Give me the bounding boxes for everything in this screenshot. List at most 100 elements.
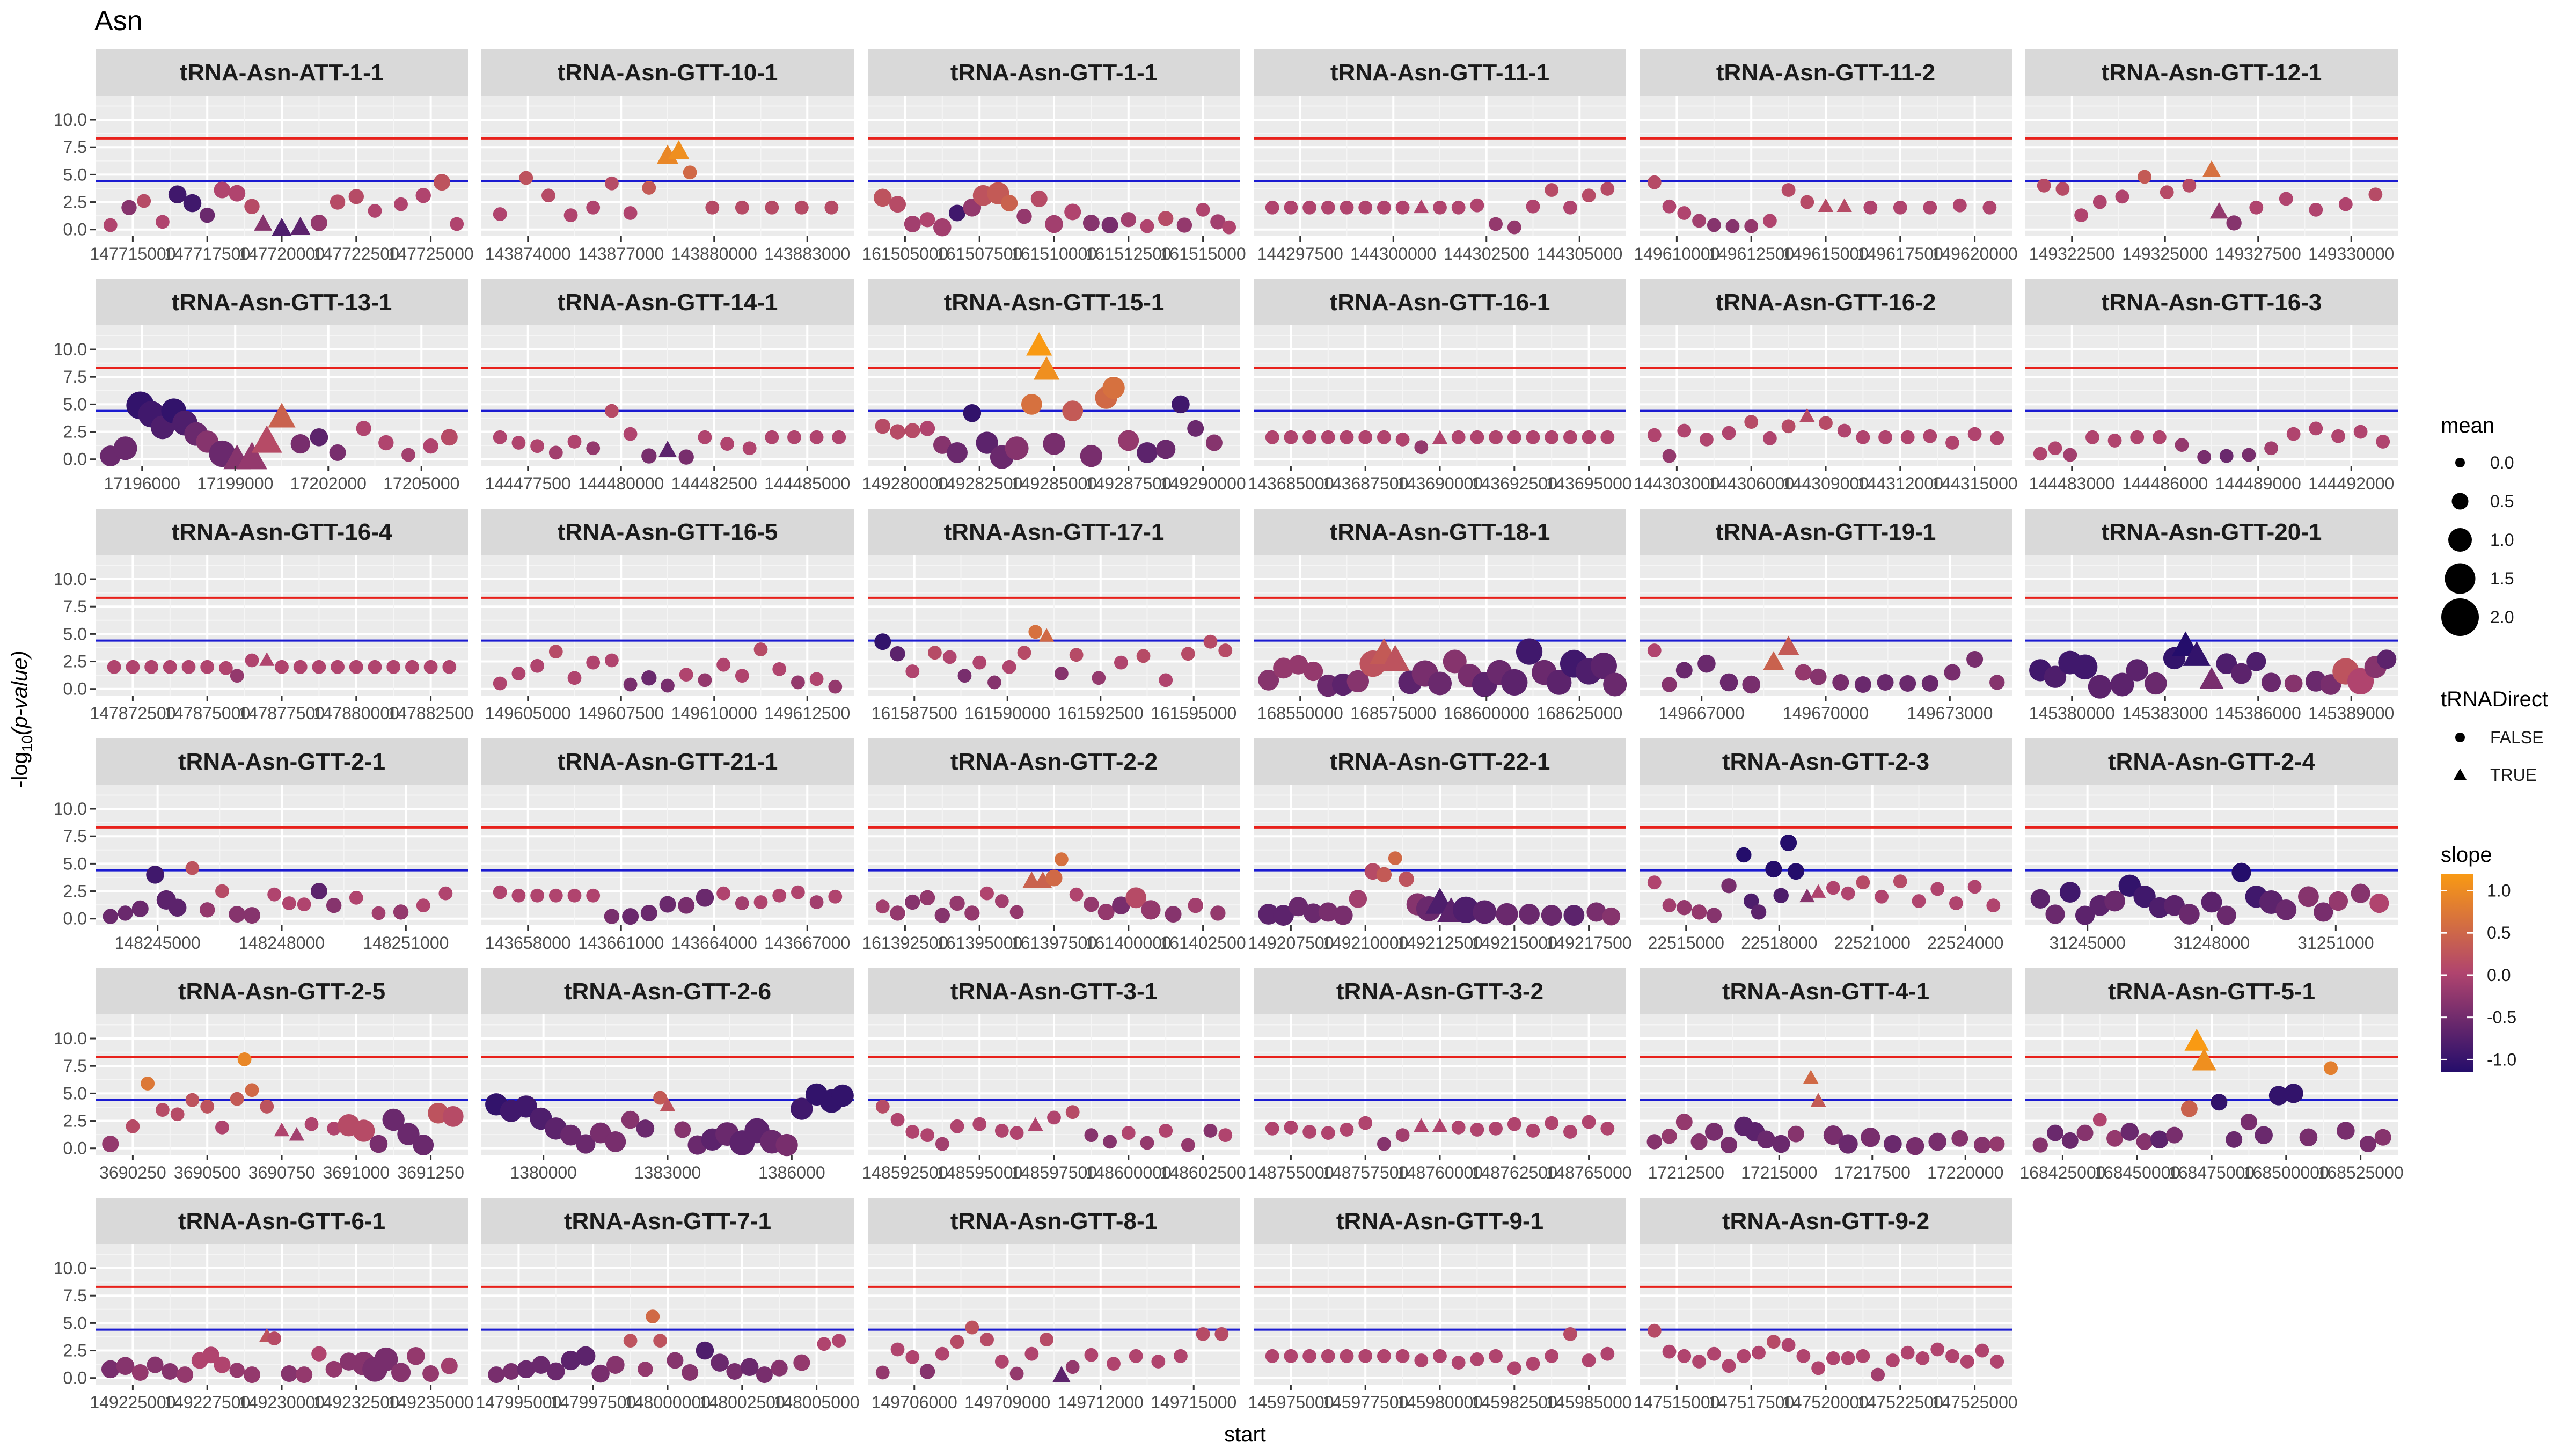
- data-point: [1451, 430, 1466, 444]
- x-tick-label: 149709000: [964, 1393, 1050, 1412]
- data-point: [824, 200, 839, 215]
- data-point: [890, 646, 905, 662]
- data-point: [1395, 200, 1410, 215]
- data-point: [1780, 834, 1797, 851]
- data-point: [1690, 1133, 1708, 1150]
- data-point: [1156, 440, 1176, 459]
- data-point: [200, 1100, 215, 1114]
- data-point: [1600, 430, 1615, 444]
- data-point: [441, 429, 458, 446]
- plot-area: 1613925001613950001613975001614000001614…: [862, 785, 1246, 953]
- data-point: [567, 671, 582, 685]
- data-point: [1349, 890, 1367, 908]
- x-tick-label: 143664000: [671, 933, 757, 953]
- data-point: [1065, 1360, 1080, 1374]
- panel: tRNA-Asn-GTT-1-1 161505000161507500161510…: [862, 49, 1246, 264]
- data-point: [1725, 219, 1740, 233]
- data-point: [131, 1364, 149, 1381]
- panel-title: tRNA-Asn-GTT-15-1: [944, 289, 1165, 316]
- x-tick-label: 3690250: [99, 1163, 166, 1182]
- y-tick-label: 10.0: [54, 340, 87, 359]
- data-point: [2055, 182, 2070, 196]
- data-point: [809, 672, 824, 686]
- data-point: [1047, 1110, 1061, 1125]
- data-point: [267, 887, 282, 902]
- data-point: [185, 861, 200, 875]
- data-point: [1781, 183, 1796, 197]
- data-point: [1507, 220, 1521, 235]
- data-point: [1966, 650, 1984, 668]
- x-tick-label: 143877000: [578, 244, 664, 264]
- data-point: [548, 445, 563, 460]
- data-point: [1945, 436, 1959, 450]
- data-point: [1719, 673, 1738, 692]
- data-point: [1989, 1136, 2005, 1152]
- y-tick-label: 5.0: [63, 854, 87, 873]
- data-point: [1302, 1349, 1316, 1363]
- data-point: [1451, 1120, 1466, 1135]
- data-point: [1763, 214, 1777, 228]
- data-point: [1273, 657, 1294, 679]
- size-legend-key: [2448, 528, 2472, 552]
- y-tick-label: 5.0: [63, 394, 87, 414]
- panel-title: tRNA-Asn-GTT-13-1: [172, 289, 392, 316]
- x-tick-label: 149715000: [1151, 1393, 1236, 1412]
- x-tick-label: 145386000: [2215, 704, 2301, 723]
- data-point: [2376, 435, 2390, 449]
- x-tick-label: 149607500: [578, 704, 664, 723]
- data-point: [586, 888, 601, 903]
- data-point: [1757, 1130, 1775, 1149]
- data-point: [503, 1363, 520, 1380]
- data-point: [1787, 863, 1804, 880]
- x-tick-label: 149212500: [1397, 933, 1483, 953]
- x-tick-label: 144300000: [1350, 244, 1436, 264]
- data-point: [1112, 896, 1130, 914]
- data-point: [275, 660, 289, 674]
- data-point: [1107, 1357, 1121, 1371]
- data-point: [1395, 1349, 1410, 1363]
- x-tick-label: 144306000: [1708, 474, 1794, 493]
- x-tick-label: 1383000: [634, 1163, 701, 1182]
- y-tick-label: 10.0: [54, 1258, 87, 1278]
- data-point: [1989, 675, 2005, 690]
- x-tick-label: 149282500: [936, 474, 1022, 493]
- x-tick-label: 145389000: [2308, 704, 2394, 723]
- data-point: [623, 677, 638, 692]
- data-point: [2249, 200, 2264, 215]
- data-point: [2145, 672, 2167, 695]
- data-point: [386, 660, 401, 674]
- data-point: [2231, 862, 2251, 882]
- strip-background: [868, 738, 1240, 785]
- x-tick-label: 161397500: [1011, 933, 1097, 953]
- data-point: [1810, 668, 1827, 685]
- x-tick-label: 149287500: [1086, 474, 1172, 493]
- data-point: [1017, 646, 1031, 660]
- x-tick-label: 143667000: [764, 933, 850, 953]
- data-point: [1340, 1123, 1354, 1137]
- x-tick-label: 148245000: [115, 933, 201, 953]
- data-point: [147, 1356, 164, 1373]
- data-point: [126, 1119, 140, 1133]
- data-point: [1358, 430, 1373, 444]
- data-point: [621, 1110, 640, 1129]
- x-tick-label: 149235000: [388, 1393, 474, 1412]
- data-point: [1489, 1121, 1503, 1136]
- data-point: [1129, 1349, 1143, 1363]
- data-point: [920, 1128, 934, 1143]
- data-point: [963, 404, 982, 422]
- plot-area: 1492800001492825001492850001492875001492…: [862, 325, 1246, 493]
- color-bar-label: 1.0: [2487, 881, 2511, 900]
- data-point: [831, 1084, 854, 1107]
- data-point: [1501, 669, 1528, 696]
- x-tick-label: 148251000: [363, 933, 449, 953]
- data-point: [659, 896, 676, 913]
- x-tick-label: 149612500: [1708, 244, 1794, 264]
- data-point: [2242, 448, 2256, 462]
- data-point: [1069, 887, 1084, 902]
- data-point: [1773, 888, 1789, 903]
- x-tick-label: 31245000: [2049, 933, 2125, 953]
- data-point: [1854, 676, 1871, 693]
- data-point: [1043, 433, 1065, 455]
